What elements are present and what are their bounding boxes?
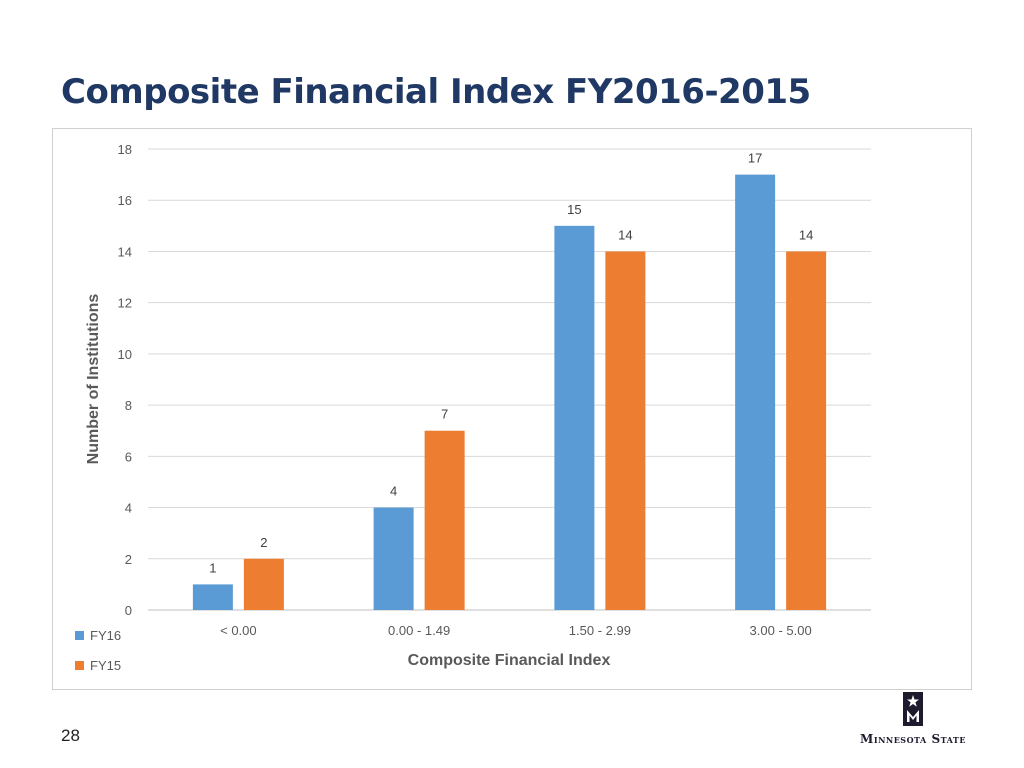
data-label-fy16: 1 [209, 560, 216, 575]
data-label-fy16: 17 [748, 151, 762, 166]
bar-fy16-3 [735, 174, 776, 610]
y-tick-label: 12 [118, 296, 132, 311]
bar-fy16-2 [554, 225, 595, 610]
legend-label-fy16: FY16 [90, 628, 121, 643]
minnesota-state-logo: Minnesota State [852, 690, 974, 750]
y-axis-label: Number of Institutions [85, 294, 102, 465]
chart-container: 0 2 4 6 8 10 12 14 16 18 1 2 4 7 15 14 17 14 < 0.00 0.00 … [52, 128, 972, 690]
y-tick-label: 0 [125, 603, 132, 618]
y-tick-label: 18 [118, 142, 132, 157]
x-tick-label: 3.00 - 5.00 [750, 623, 812, 638]
x-tick-label: 1.50 - 2.99 [569, 623, 631, 638]
legend-swatch-fy15 [75, 661, 84, 670]
y-tick-label: 6 [125, 449, 132, 464]
x-tick-label: 0.00 - 1.49 [388, 623, 450, 638]
bar-fy16-1 [373, 507, 414, 610]
bar-fy15-3 [786, 251, 827, 610]
bar-fy16-0 [192, 584, 233, 610]
y-tick-label: 8 [125, 398, 132, 413]
y-tick-label: 16 [118, 193, 132, 208]
data-label-fy15: 14 [799, 227, 813, 242]
data-label-fy15: 2 [260, 535, 267, 550]
y-tick-label: 2 [125, 552, 132, 567]
bars [192, 174, 827, 610]
x-axis-ticks: < 0.00 0.00 - 1.49 1.50 - 2.99 3.00 - 5.00 [220, 623, 812, 638]
bar-fy15-2 [605, 251, 646, 610]
x-tick-label: < 0.00 [220, 623, 257, 638]
y-tick-label: 14 [118, 244, 132, 259]
y-axis-ticks: 0 2 4 6 8 10 12 14 16 18 [118, 142, 132, 618]
data-label-fy16: 15 [567, 202, 581, 217]
x-axis-label: Composite Financial Index [408, 652, 611, 669]
y-tick-label: 4 [125, 501, 132, 516]
bar-fy15-0 [243, 558, 284, 610]
star-m-logo-icon [903, 692, 923, 726]
slide-title: Composite Financial Index FY2016-2015 [61, 72, 811, 112]
data-labels: 1 2 4 7 15 14 17 14 [209, 151, 813, 576]
legend-swatch-fy16 [75, 631, 84, 640]
page-number: 28 [61, 726, 80, 745]
y-tick-label: 10 [118, 347, 132, 362]
data-label-fy15: 14 [618, 227, 632, 242]
data-label-fy15: 7 [441, 407, 448, 422]
data-label-fy16: 4 [390, 484, 397, 499]
legend-label-fy15: FY15 [90, 658, 121, 673]
legend: FY16 FY15 [75, 628, 121, 673]
bar-fy15-1 [424, 430, 465, 610]
logo-text: Minnesota State [860, 732, 966, 746]
